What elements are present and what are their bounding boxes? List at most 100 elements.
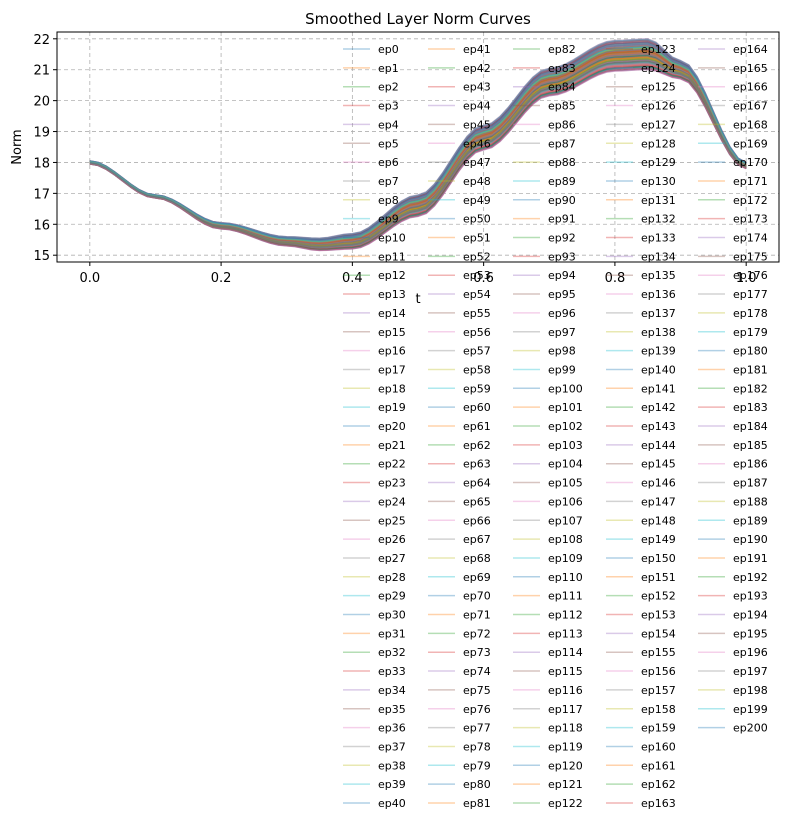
legend-label: ep61 [463, 420, 491, 433]
series-line-ep15 [89, 44, 747, 242]
series-line-ep92 [89, 49, 747, 244]
legend-label: ep52 [463, 250, 491, 263]
series-line-ep114 [89, 65, 747, 250]
series-line-ep30 [89, 61, 747, 249]
legend-label: ep119 [548, 740, 583, 753]
series-line-ep164 [89, 59, 747, 248]
legend-label: ep150 [641, 552, 676, 565]
series-line-ep99 [89, 61, 747, 249]
series-line-ep107 [89, 39, 747, 240]
series-line-ep117 [89, 49, 747, 244]
series-line-ep141 [89, 57, 747, 247]
legend-label: ep166 [733, 81, 768, 94]
legend-label: ep113 [548, 627, 583, 640]
series-line-ep55 [89, 57, 747, 247]
legend-label: ep34 [378, 684, 406, 697]
legend-label: ep59 [463, 382, 491, 395]
series-line-ep60 [89, 43, 747, 241]
series-line-ep167 [89, 43, 747, 242]
series-line-ep158 [89, 53, 747, 246]
legend-label: ep93 [548, 250, 576, 263]
series-line-ep105 [89, 55, 747, 246]
legend-label: ep60 [463, 401, 491, 414]
legend-label: ep192 [733, 571, 768, 584]
legend-label: ep144 [641, 439, 676, 452]
x-tick-label: 1.0 [736, 271, 757, 286]
series-line-ep21 [89, 57, 747, 247]
legend-label: ep198 [733, 684, 768, 697]
series-line-ep133 [89, 52, 747, 245]
legend-label: ep140 [641, 363, 676, 376]
legend-label: ep22 [378, 458, 406, 471]
legend-label: ep89 [548, 175, 576, 188]
legend-label: ep165 [733, 62, 768, 75]
series-line-ep178 [89, 55, 747, 247]
series-line-ep61 [89, 40, 747, 241]
series-line-ep63 [89, 65, 747, 250]
series-line-ep102 [89, 49, 747, 244]
x-tick-label: 0.0 [79, 271, 100, 286]
legend-label: ep95 [548, 288, 576, 301]
series-line-ep115 [89, 51, 747, 245]
series-line-ep57 [89, 47, 747, 243]
legend-label: ep54 [463, 288, 491, 301]
series-line-ep154 [89, 51, 747, 245]
legend-label: ep147 [641, 495, 676, 508]
legend-label: ep168 [733, 118, 768, 131]
legend-label: ep0 [378, 43, 399, 56]
legend-label: ep194 [733, 609, 768, 622]
x-tick-label: 0.4 [342, 271, 363, 286]
series-line-ep13 [89, 56, 747, 247]
legend-label: ep62 [463, 439, 491, 452]
series-line-ep80 [89, 50, 747, 244]
series-line-ep9 [89, 55, 747, 246]
legend-label: ep63 [463, 458, 491, 471]
legend-label: ep123 [641, 43, 676, 56]
series-line-ep139 [89, 45, 747, 243]
series-line-ep113 [89, 66, 747, 251]
series-line-ep51 [89, 49, 747, 244]
legend-label: ep82 [548, 43, 576, 56]
series-line-ep111 [89, 48, 747, 244]
series-line-ep195 [89, 60, 747, 248]
legend-label: ep37 [378, 740, 406, 753]
series-line-ep20 [89, 48, 747, 244]
legend-label: ep178 [733, 307, 768, 320]
legend-label: ep111 [548, 590, 583, 603]
legend-label: ep142 [641, 401, 676, 414]
series-line-ep16 [89, 56, 747, 247]
series-line-ep101 [89, 58, 747, 248]
series-line-ep11 [89, 42, 747, 241]
series-line-ep151 [89, 58, 747, 248]
legend-label: ep29 [378, 590, 406, 603]
series-line-ep191 [89, 56, 747, 247]
series-line-ep120 [89, 41, 747, 241]
legend-label: ep127 [641, 118, 676, 131]
legend-label: ep153 [641, 609, 676, 622]
legend-label: ep47 [463, 156, 491, 169]
y-tick-label: 21 [33, 64, 50, 79]
legend-label: ep35 [378, 703, 406, 716]
legend-label: ep36 [378, 722, 406, 735]
series-line-ep95 [89, 56, 747, 247]
legend-label: ep74 [463, 665, 491, 678]
series-line-ep53 [89, 62, 747, 249]
legend-label: ep25 [378, 514, 406, 527]
series-line-ep148 [89, 50, 747, 244]
series-line-ep127 [89, 63, 747, 250]
series-line-ep98 [89, 47, 747, 243]
series-line-ep179 [89, 46, 747, 243]
legend-label: ep38 [378, 759, 406, 772]
legend-label: ep174 [733, 232, 768, 245]
legend-label: ep7 [378, 175, 399, 188]
legend-label: ep131 [641, 194, 676, 207]
series-line-ep149 [89, 58, 747, 248]
y-tick-label: 20 [33, 95, 50, 110]
legend-label: ep87 [548, 137, 576, 150]
series-line-ep7 [89, 60, 747, 248]
series-line-ep1 [89, 39, 747, 240]
series-line-ep103 [89, 53, 747, 246]
legend-label: ep184 [733, 420, 768, 433]
legend-label: ep102 [548, 420, 583, 433]
legend-label: ep115 [548, 665, 583, 678]
